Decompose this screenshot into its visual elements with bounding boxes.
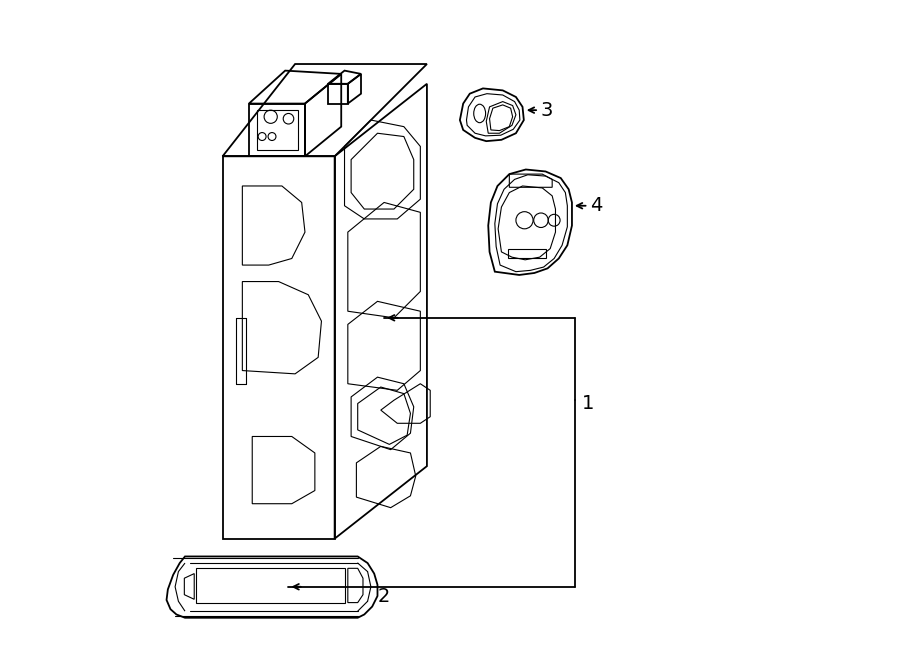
Text: 1: 1 — [581, 394, 594, 413]
Text: 4: 4 — [590, 196, 603, 215]
Text: 2: 2 — [377, 587, 390, 606]
Text: 3: 3 — [541, 101, 554, 120]
